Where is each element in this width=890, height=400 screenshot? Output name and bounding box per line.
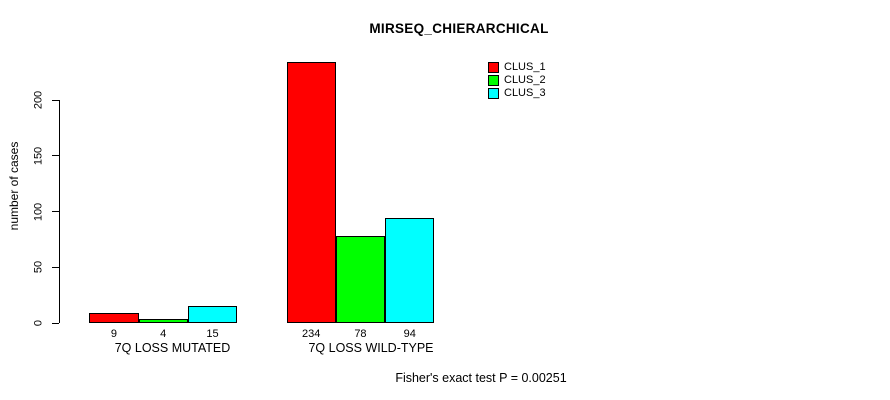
y-axis-tick-label: 150 — [32, 146, 45, 165]
y-axis-tick — [52, 266, 59, 268]
x-axis-category-label: 7Q LOSS WILD-TYPE — [308, 341, 434, 355]
bar-clus-1-7q-loss-mutated — [89, 312, 139, 323]
legend-label: CLUS_1 — [504, 61, 546, 73]
y-axis-tick-label: 0 — [32, 319, 45, 327]
bar-value-label: 9 — [110, 328, 117, 340]
bar-clus-2-7q-loss-mutated — [138, 318, 188, 323]
bar-clus-1-7q-loss-wild-type — [286, 62, 336, 323]
fisher-test-caption: Fisher's exact test P = 0.00251 — [395, 371, 567, 385]
bar-clus-3-7q-loss-mutated — [187, 306, 238, 323]
y-axis-tick — [52, 211, 59, 212]
y-axis-tick — [52, 322, 59, 324]
legend-swatch-clus-2 — [488, 75, 499, 86]
bar-value-label: 94 — [403, 328, 416, 340]
legend-label: CLUS_2 — [504, 74, 546, 86]
bar-value-label: 4 — [160, 328, 167, 340]
y-axis-tick-label: 200 — [32, 90, 45, 110]
y-axis-tick-label: 50 — [32, 261, 45, 274]
chart-title: MIRSEQ_CHIERARCHICAL — [369, 21, 549, 36]
legend-item: CLUS_2 — [488, 74, 546, 87]
legend-swatch-clus-1 — [488, 62, 499, 73]
legend-item: CLUS_3 — [488, 87, 546, 100]
y-axis-line — [59, 100, 60, 323]
legend-swatch-clus-3 — [488, 88, 499, 99]
legend-label: CLUS_3 — [504, 87, 546, 99]
bar-clus-2-7q-loss-wild-type — [335, 236, 386, 323]
y-axis-tick-label: 100 — [32, 202, 45, 221]
y-axis-tick — [52, 99, 59, 101]
bar-value-label: 15 — [206, 328, 219, 340]
x-axis-category-label: 7Q LOSS MUTATED — [114, 341, 231, 355]
bar-clus-3-7q-loss-wild-type — [385, 218, 435, 323]
bar-value-label: 78 — [354, 328, 367, 340]
bar-value-label: 234 — [301, 328, 321, 340]
legend: CLUS_1 CLUS_2 CLUS_3 — [488, 61, 546, 100]
y-axis-tick — [52, 155, 59, 157]
legend-item: CLUS_1 — [488, 61, 546, 74]
